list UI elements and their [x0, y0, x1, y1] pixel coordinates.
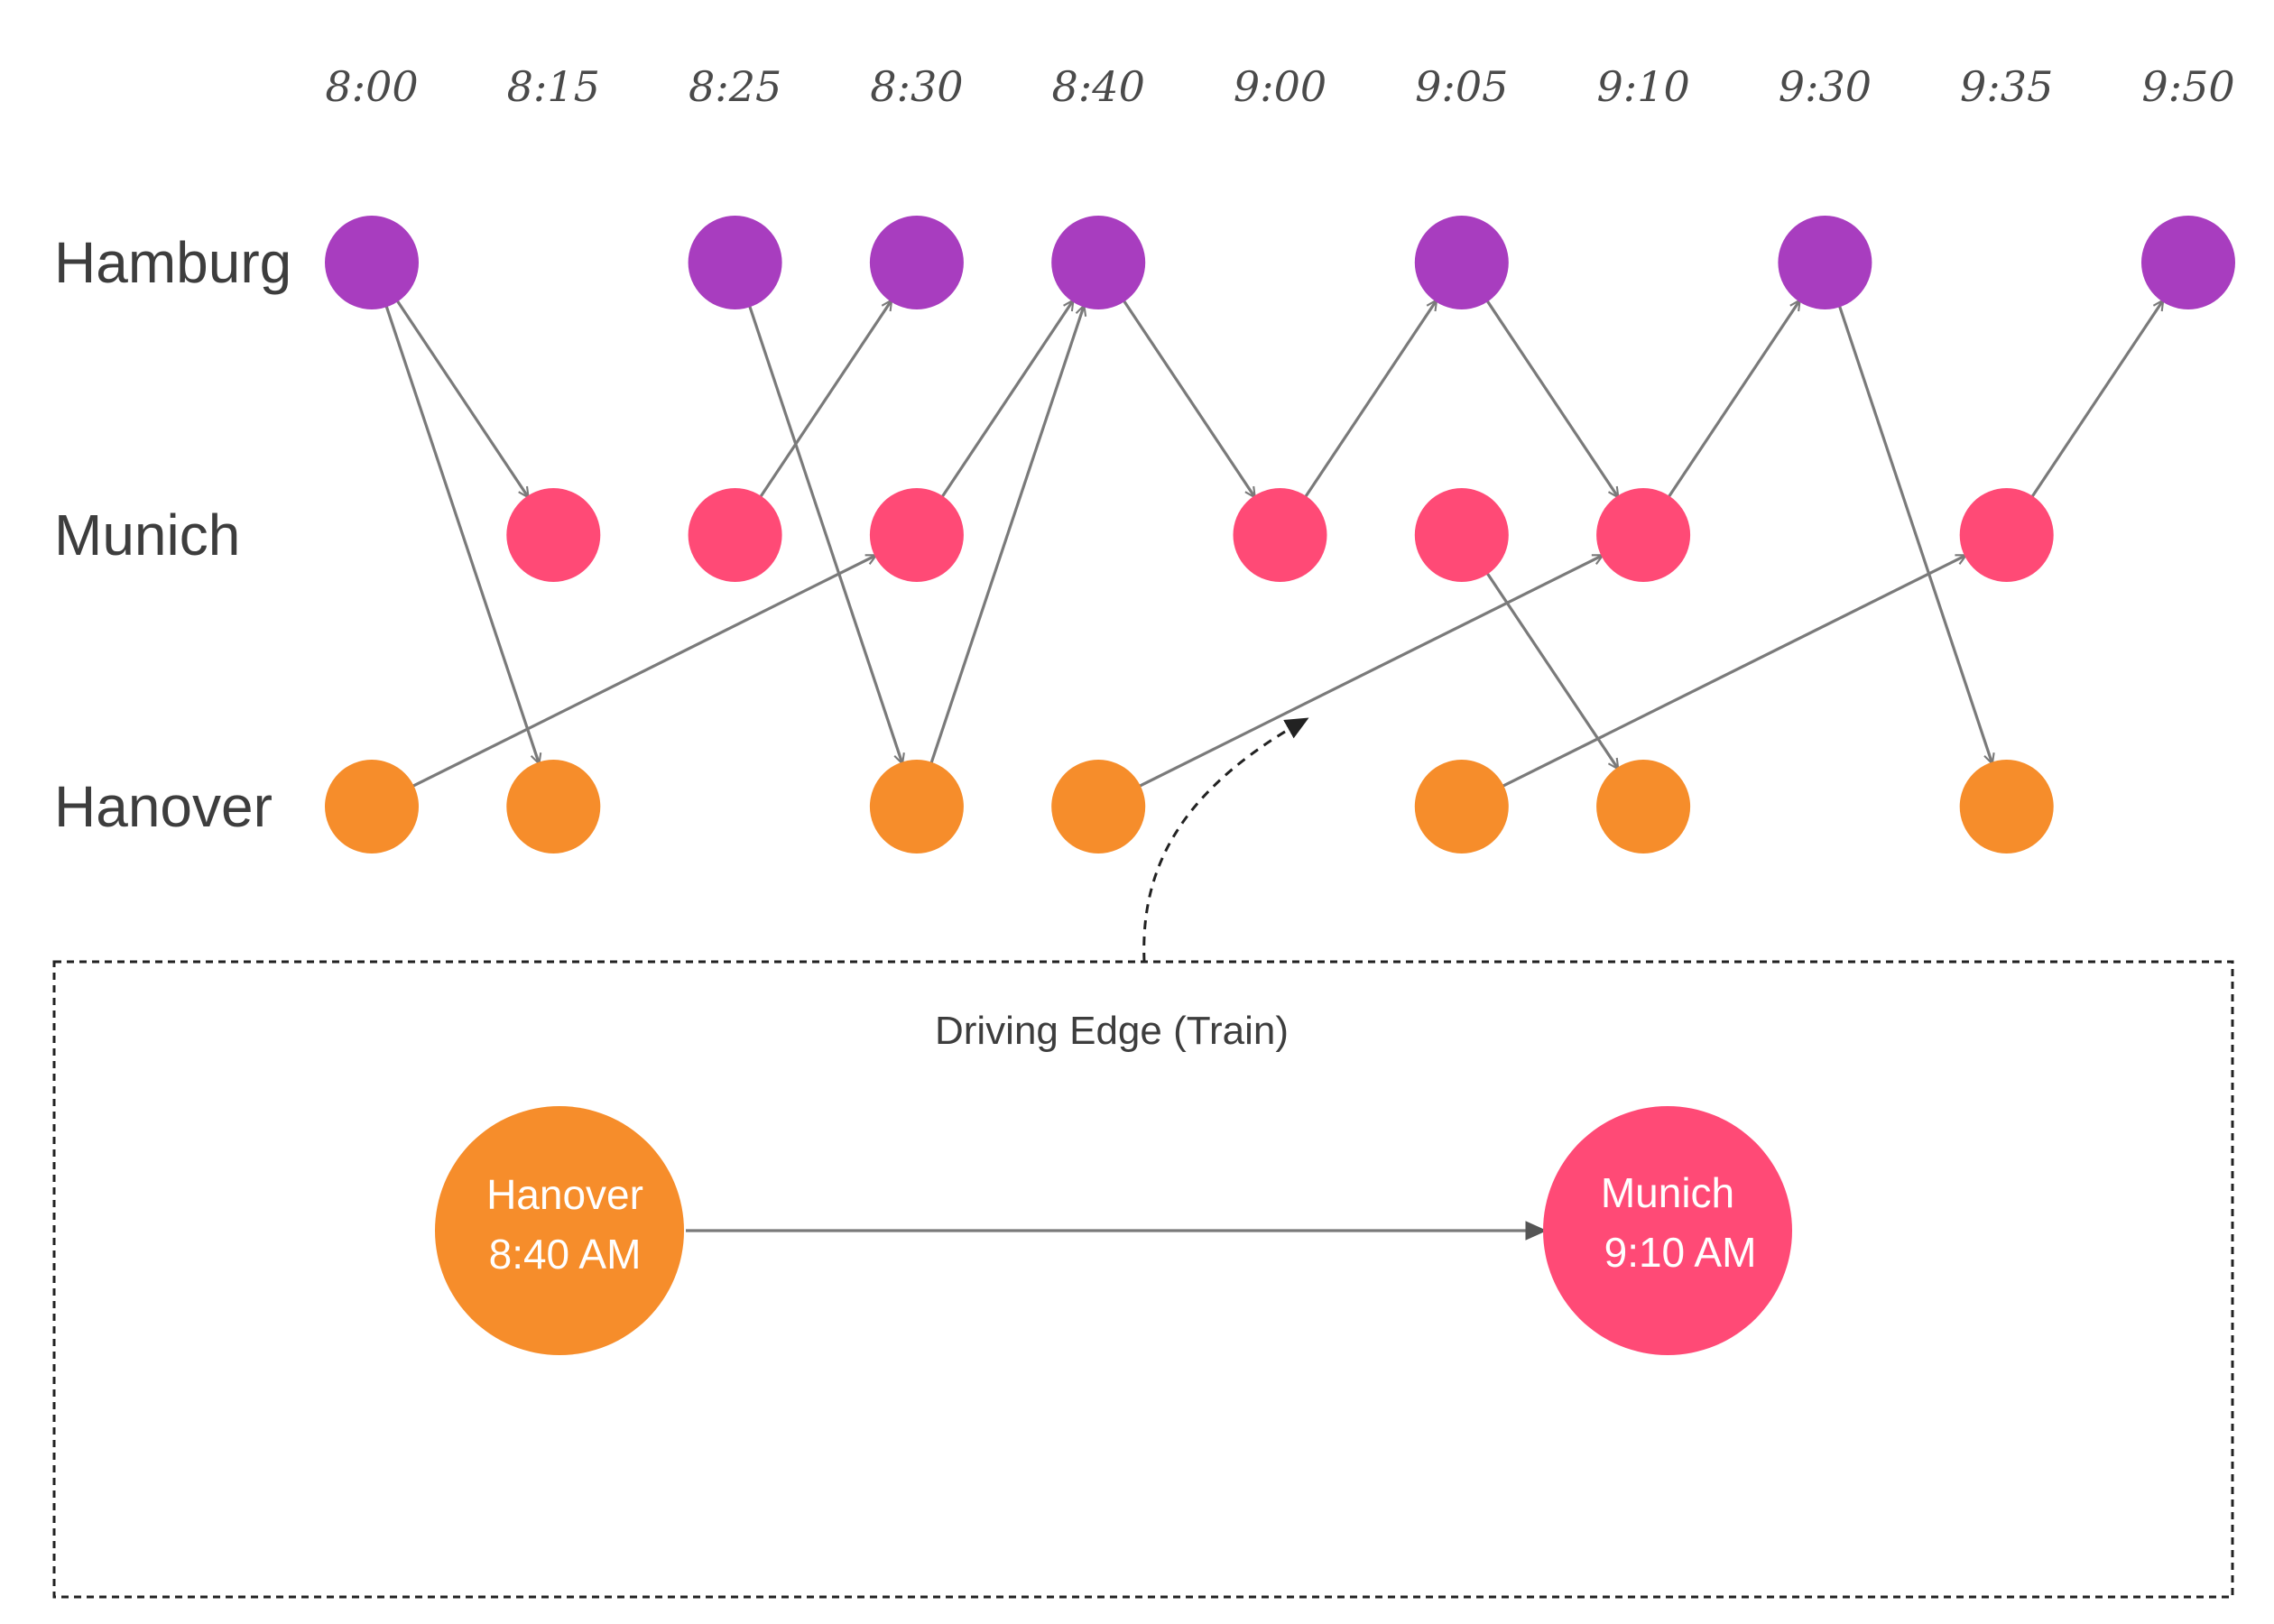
time-label: 9:00: [1234, 62, 1326, 111]
edges: [384, 299, 2165, 789]
station-label-hamburg: Hamburg: [54, 230, 291, 295]
callout-arrow: [1142, 717, 1309, 963]
time-label: 9:30: [1779, 62, 1872, 111]
edge-hamburg-8:00-to-hanover-8:15: [384, 304, 540, 763]
event-nodes: [325, 216, 2235, 854]
node-munich-935: [1959, 488, 2054, 582]
node-hamburg-840: [1051, 216, 1146, 309]
node-munich-825: [688, 488, 782, 582]
edge-munich-9:35-to-hamburg-9:50: [2030, 300, 2165, 499]
legend-panel: Driving Edge (Train) Hanover 8:40 AM Mun…: [52, 960, 2234, 1599]
edge-munich-8:30-to-hamburg-8:40: [940, 300, 1075, 499]
time-label: 8:25: [689, 62, 781, 111]
node-hamburg-830: [869, 216, 964, 309]
node-munich-905: [1414, 488, 1509, 582]
node-hanover-815: [506, 760, 601, 854]
edge-hamburg-9:30-to-hanover-9:35: [1837, 304, 1992, 763]
edge-munich-8:25-to-hamburg-8:30: [759, 300, 893, 499]
legend-box: [52, 960, 2234, 1599]
node-munich-815: [506, 488, 601, 582]
edge-hanover-8:40-to-munich-9:10: [1138, 553, 1603, 789]
legend-to-time: 9:10 AM: [1604, 1229, 1757, 1276]
edge-munich-9:00-to-hamburg-9:05: [1303, 300, 1438, 499]
station-label-hanover: Hanover: [54, 774, 273, 839]
station-labels: Hamburg Munich Hanover: [54, 230, 291, 839]
node-hamburg-930: [1778, 216, 1872, 309]
node-munich-900: [1233, 488, 1327, 582]
node-hanover-905: [1414, 760, 1509, 854]
node-hanover-800: [325, 760, 419, 854]
node-munich-830: [869, 488, 964, 582]
time-label: 8:40: [1052, 62, 1145, 111]
edge-hamburg-8:40-to-munich-9:00: [1122, 299, 1257, 498]
legend-title: Driving Edge (Train): [935, 1009, 1289, 1053]
edge-hamburg-8:00-to-munich-8:15: [395, 299, 530, 498]
node-hanover-910: [1596, 760, 1691, 854]
legend-from-node: [435, 1106, 684, 1355]
time-label: 9:05: [1415, 62, 1508, 111]
edge-hanover-8:00-to-munich-8:30: [411, 553, 876, 789]
time-label: 9:10: [1596, 62, 1689, 111]
legend-from-time: 8:40 AM: [489, 1231, 642, 1278]
time-label: 8:00: [325, 62, 418, 111]
node-hamburg-950: [2141, 216, 2235, 309]
edge-munich-9:05-to-hanover-9:10: [1485, 571, 1620, 770]
station-label-munich: Munich: [54, 503, 240, 567]
time-label: 8:15: [507, 62, 600, 111]
edge-hamburg-8:25-to-hanover-8:30: [747, 304, 902, 763]
legend-to-station: Munich: [1601, 1169, 1734, 1216]
node-hanover-840: [1051, 760, 1146, 854]
time-axis: 8:00 8:15 8:25 8:30 8:40 9:00 9:05 9:10 9:30 9:35…: [325, 62, 2234, 111]
edge-hamburg-9:05-to-munich-9:10: [1485, 299, 1620, 498]
time-label: 8:30: [870, 62, 963, 111]
legend-to-node: [1543, 1106, 1792, 1355]
edge-hanover-8:30-to-hamburg-8:40: [929, 305, 1085, 765]
time-label: 9:50: [2141, 62, 2234, 111]
node-hanover-935: [1959, 760, 2054, 854]
node-hanover-830: [869, 760, 964, 854]
time-label: 9:35: [1960, 62, 2053, 111]
node-munich-910: [1596, 488, 1691, 582]
node-hamburg-905: [1414, 216, 1509, 309]
edge-munich-9:10-to-hamburg-9:30: [1667, 300, 1801, 499]
node-hamburg-825: [688, 216, 782, 309]
node-hamburg-800: [325, 216, 419, 309]
edge-hanover-9:05-to-munich-9:35: [1501, 553, 1966, 789]
legend-from-station: Hanover: [486, 1171, 643, 1218]
